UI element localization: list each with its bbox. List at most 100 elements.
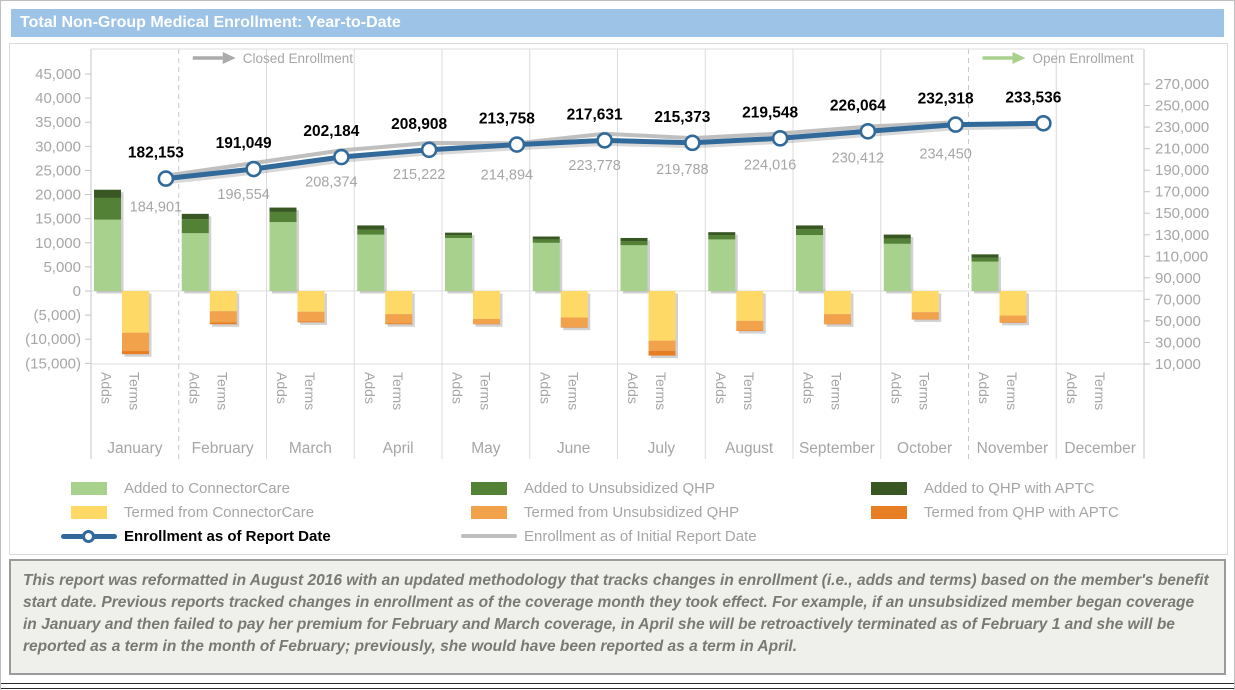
left-axis-label: 40,000 bbox=[35, 90, 81, 107]
month-label: September bbox=[799, 440, 875, 457]
bar-added-to-unsubsidized-qhp bbox=[532, 239, 560, 243]
initial-report-date-label: 196,554 bbox=[217, 187, 269, 203]
bar-termed-from-connectorcare bbox=[824, 291, 851, 315]
bar-termed-from-unsubsidized-qhp bbox=[911, 312, 939, 319]
bar-termed-from-connectorcare bbox=[122, 291, 149, 333]
month-label: August bbox=[725, 440, 774, 457]
month-label: July bbox=[648, 440, 676, 457]
initial-report-date-label: 224,016 bbox=[744, 158, 796, 174]
bar-added-to-unsubsidized-qhp bbox=[181, 219, 209, 234]
bar-termed-from-unsubsidized-qhp bbox=[560, 317, 588, 328]
right-axis-label: 130,000 bbox=[1155, 227, 1209, 244]
bar-added-to-connectorcare bbox=[94, 219, 121, 291]
bar-added-to-connectorcare bbox=[620, 245, 648, 291]
bar-added-to-connectorcare bbox=[883, 243, 911, 291]
subcategory-label: Terms bbox=[214, 372, 230, 410]
report-date-label: 191,049 bbox=[216, 135, 272, 152]
bar-added-to-unsubsidized-qhp bbox=[620, 241, 648, 246]
bar-added-to-qhp-with-aptc bbox=[796, 225, 823, 230]
bar-added-to-qhp-with-aptc bbox=[94, 189, 121, 198]
report-date-label: 215,373 bbox=[654, 109, 710, 126]
footnote-text: This report was reformatted in August 20… bbox=[23, 572, 1209, 655]
bar-termed-from-qhp-with-aptc bbox=[648, 350, 676, 356]
right-axis-label: 230,000 bbox=[1155, 119, 1209, 136]
initial-report-date-label: 230,412 bbox=[832, 151, 884, 167]
line-marker bbox=[947, 116, 964, 133]
right-axis-label: 150,000 bbox=[1155, 205, 1209, 222]
left-axis-label: 30,000 bbox=[35, 138, 81, 155]
bar-added-to-connectorcare bbox=[708, 239, 736, 291]
line-marker bbox=[596, 132, 613, 149]
report-title-bar: Total Non-Group Medical Enrollment: Year… bbox=[11, 9, 1224, 37]
bar-added-to-qhp-with-aptc bbox=[620, 237, 648, 242]
bar-added-to-qhp-with-aptc bbox=[883, 234, 911, 239]
initial-report-date-label: 219,788 bbox=[656, 162, 708, 178]
left-axis-label: 0 bbox=[73, 283, 81, 300]
bar-termed-from-connectorcare bbox=[648, 291, 676, 341]
bar-added-to-connectorcare bbox=[181, 233, 209, 291]
subcategory-label: Terms bbox=[302, 372, 318, 410]
report-date-label: 213,758 bbox=[479, 111, 535, 128]
bar-added-to-connectorcare bbox=[269, 222, 297, 291]
right-axis-label: 30,000 bbox=[1155, 334, 1201, 351]
subcategory-label: Terms bbox=[741, 372, 757, 410]
bar-termed-from-unsubsidized-qhp bbox=[999, 315, 1027, 323]
subcategory-label: Adds bbox=[186, 372, 202, 404]
bar-added-to-qhp-with-aptc bbox=[357, 225, 385, 230]
closed-enrollment-arrow-head bbox=[222, 52, 236, 64]
right-axis-label: 10,000 bbox=[1155, 356, 1201, 373]
bar-added-to-unsubsidized-qhp bbox=[445, 235, 472, 238]
line-marker bbox=[1035, 114, 1052, 132]
month-label: February bbox=[192, 440, 254, 457]
bar-added-to-connectorcare bbox=[532, 242, 560, 291]
subcategory-label: Terms bbox=[653, 372, 669, 410]
report-date-label: 233,536 bbox=[1005, 89, 1061, 106]
left-axis-label: 45,000 bbox=[35, 66, 81, 83]
bar-termed-from-connectorcare bbox=[911, 291, 939, 313]
line-marker bbox=[684, 134, 701, 152]
left-axis-label: 20,000 bbox=[35, 187, 81, 204]
report-date-label: 202,184 bbox=[303, 123, 359, 140]
bar-termed-from-connectorcare bbox=[473, 291, 500, 319]
footnote-box: This report was reformatted in August 20… bbox=[9, 559, 1226, 675]
month-label: April bbox=[383, 440, 414, 457]
bar-termed-from-qhp-with-aptc bbox=[122, 351, 149, 355]
report-date-label: 208,908 bbox=[391, 116, 447, 133]
subcategory-label: Terms bbox=[565, 372, 581, 410]
bar-added-to-unsubsidized-qhp bbox=[94, 197, 121, 220]
bar-added-to-qhp-with-aptc bbox=[445, 232, 472, 236]
initial-report-date-label: 184,901 bbox=[130, 200, 182, 216]
initial-report-date-label: 208,374 bbox=[305, 174, 357, 190]
bar-added-to-qhp-with-aptc bbox=[269, 207, 297, 212]
month-label: January bbox=[107, 440, 162, 457]
bar-termed-from-connectorcare bbox=[560, 291, 588, 318]
line-marker bbox=[157, 170, 175, 187]
line-marker bbox=[771, 130, 789, 147]
left-axis-label: (15,000) bbox=[25, 355, 81, 372]
bar-added-to-connectorcare bbox=[796, 235, 823, 291]
right-axis-label: 270,000 bbox=[1155, 76, 1209, 93]
month-label: December bbox=[1064, 440, 1136, 457]
subcategory-label: Adds bbox=[1064, 372, 1080, 404]
left-axis-label: 35,000 bbox=[35, 114, 81, 131]
subcategory-label: Adds bbox=[274, 372, 290, 404]
subcategory-label: Terms bbox=[478, 372, 494, 410]
line-marker bbox=[245, 160, 262, 178]
subcategory-label: Terms bbox=[829, 372, 845, 410]
right-axis-label: 90,000 bbox=[1155, 270, 1201, 287]
subcategory-label: Adds bbox=[713, 372, 729, 404]
left-axis-label: 5,000 bbox=[43, 259, 81, 276]
line-enrollment-as-of-initial-report-date bbox=[163, 120, 958, 178]
subcategory-label: Adds bbox=[976, 372, 992, 404]
subcategory-label: Adds bbox=[99, 372, 115, 404]
initial-report-date-label: 214,894 bbox=[481, 167, 533, 183]
subcategory-label: Terms bbox=[127, 372, 143, 410]
bar-termed-from-unsubsidized-qhp bbox=[736, 320, 764, 331]
subcategory-label: Adds bbox=[450, 372, 466, 404]
subcategory-label: Adds bbox=[801, 372, 817, 404]
initial-report-date-label: 234,450 bbox=[919, 146, 971, 162]
report-title: Total Non-Group Medical Enrollment: Year… bbox=[20, 14, 401, 31]
report-date-label: 226,064 bbox=[830, 97, 886, 114]
bar-termed-from-unsubsidized-qhp bbox=[297, 311, 325, 322]
right-axis-label: 190,000 bbox=[1155, 162, 1209, 179]
